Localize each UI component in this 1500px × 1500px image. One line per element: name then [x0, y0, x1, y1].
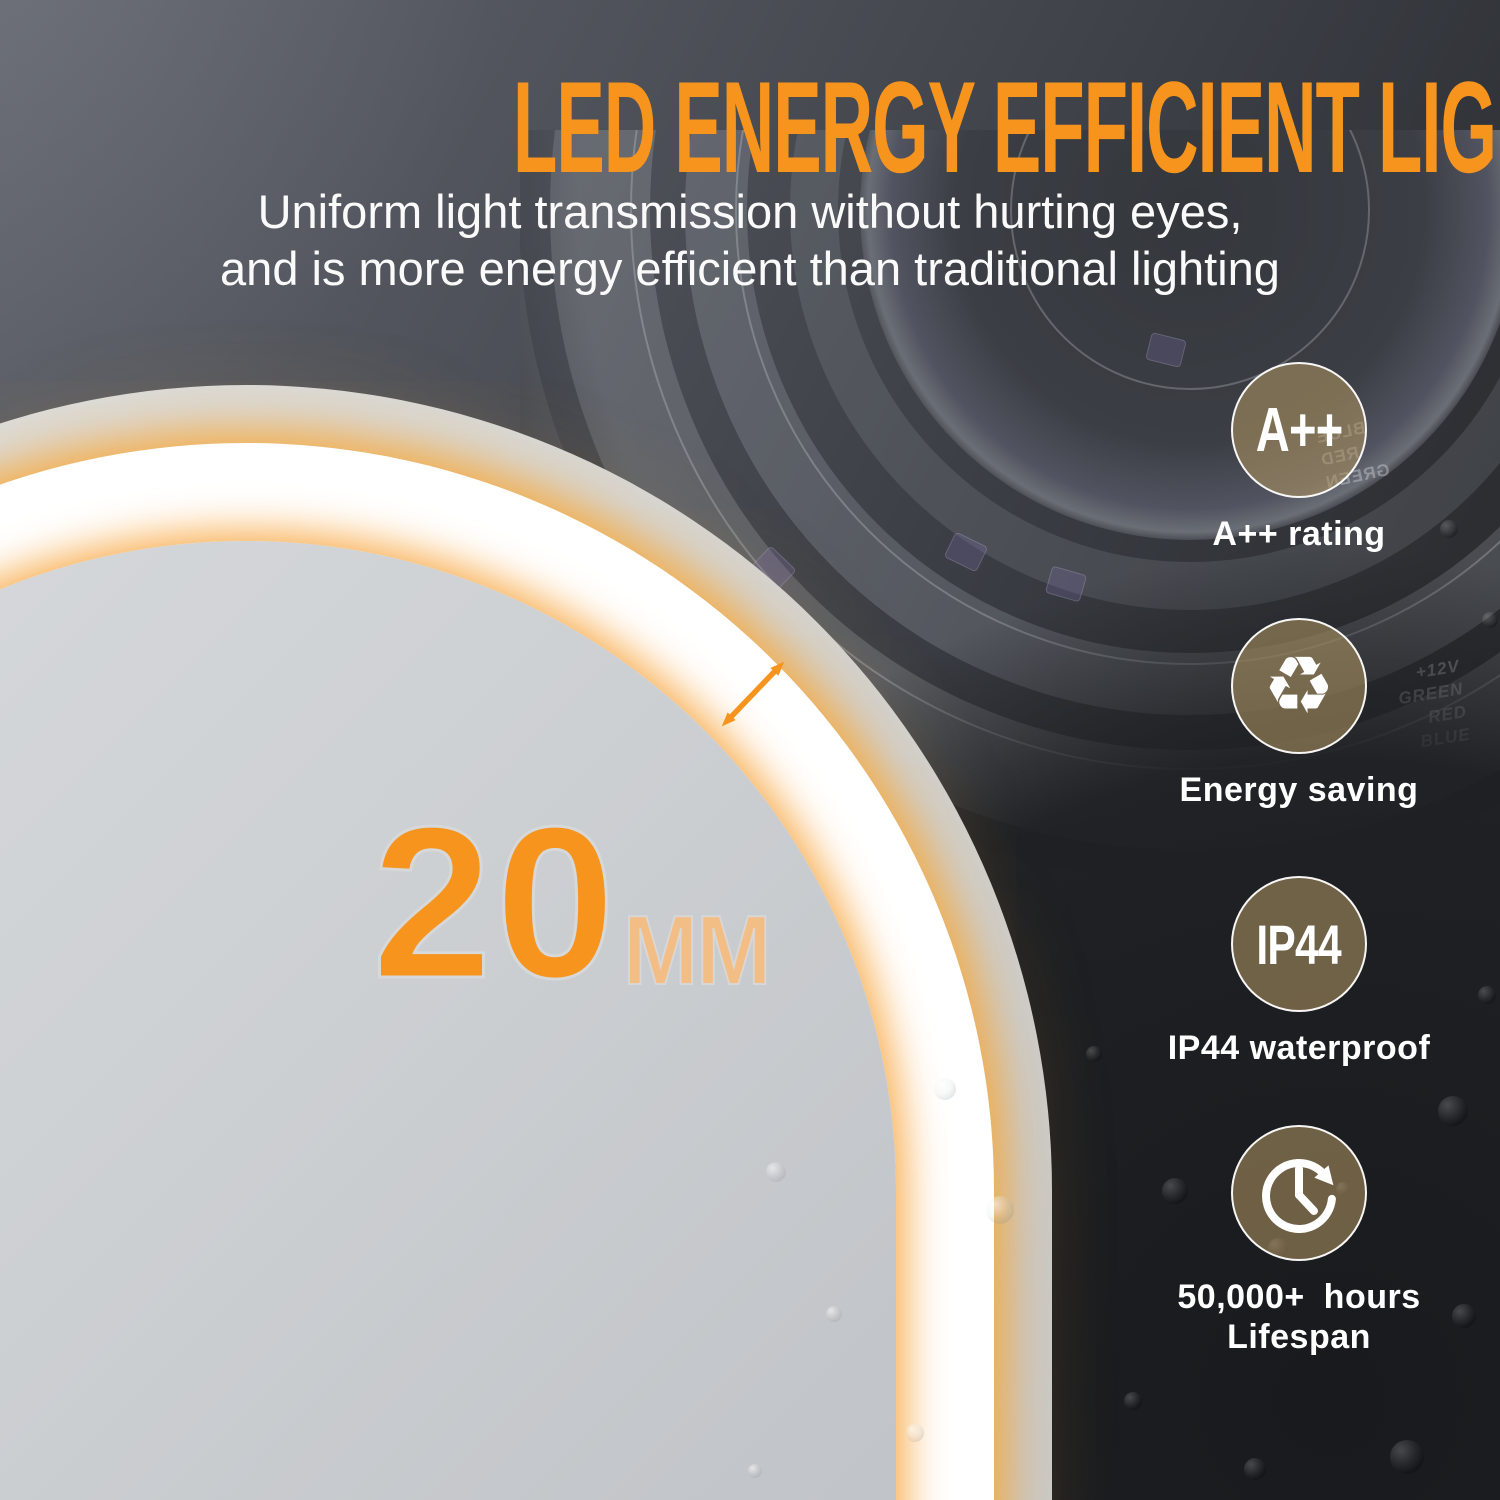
thickness-callout: 20 MM	[370, 781, 783, 1023]
water-droplet	[1440, 520, 1458, 538]
energy-saving-badge: ♻	[1231, 618, 1367, 754]
subtitle-line-1: Uniform light transmission without hurti…	[257, 185, 1243, 238]
page-title: LED ENERGY EFFICIENT LIGHT STRIP	[512, 54, 1500, 200]
double-arrow-icon	[721, 661, 785, 727]
recycle-icon: ♻	[1263, 639, 1335, 732]
ip44-badge: IP44	[1231, 876, 1367, 1012]
water-droplet	[986, 1196, 1014, 1224]
water-droplet	[1478, 986, 1496, 1004]
water-droplet	[1162, 1178, 1188, 1204]
feature-waterproof: IP44 IP44 waterproof	[1131, 876, 1467, 1068]
water-droplet	[1390, 1440, 1424, 1474]
feature-rating-label: A++ rating	[1212, 515, 1386, 553]
water-droplet	[934, 1078, 956, 1100]
feature-lifespan-label-line1: 50,000+ hours	[1177, 1278, 1421, 1316]
feature-energy-label: Energy saving	[1179, 771, 1419, 809]
feature-lifespan-label-line2: Lifespan	[1227, 1318, 1371, 1357]
water-droplet	[906, 1424, 924, 1442]
water-droplet	[1482, 612, 1498, 628]
water-droplet	[1124, 1392, 1142, 1410]
feature-energy-saving: ♻ Energy saving	[1131, 618, 1467, 810]
header: LED ENERGY EFFICIENT LIGHT STRIP	[0, 62, 1500, 192]
lifespan-badge	[1231, 1125, 1367, 1261]
subtitle-line-2: and is more energy efficient than tradit…	[220, 242, 1280, 295]
feature-lifespan: 50,000+ hours Lifespan	[1131, 1125, 1467, 1357]
clock-history-icon	[1262, 1159, 1336, 1233]
feature-waterproof-label: IP44 waterproof	[1167, 1029, 1431, 1067]
water-droplet	[826, 1306, 842, 1322]
water-droplet	[1244, 1458, 1266, 1480]
water-droplet	[748, 1464, 762, 1478]
thickness-unit: MM	[622, 894, 772, 1005]
feature-rating: A++ A++ rating	[1131, 362, 1467, 554]
thickness-value: 20	[370, 781, 619, 1023]
water-droplet	[1086, 1046, 1102, 1062]
ip44-badge-text: IP44	[1256, 912, 1342, 976]
water-droplet	[1438, 1096, 1468, 1126]
water-droplet	[766, 1162, 786, 1182]
water-droplet	[1452, 1304, 1476, 1328]
a-plus-plus-badge: A++	[1231, 362, 1367, 498]
a-plus-plus-badge-text: A++	[1255, 395, 1344, 465]
